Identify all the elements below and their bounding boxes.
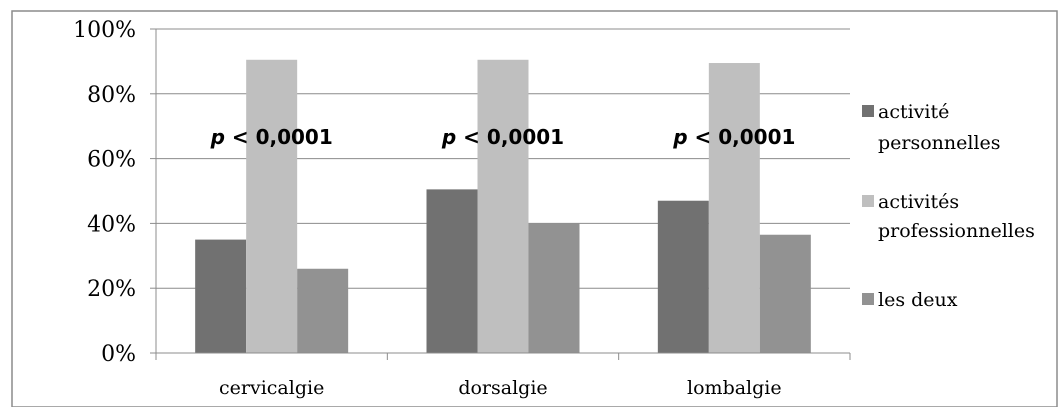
legend-label: activité (878, 101, 949, 123)
bar (426, 189, 478, 353)
legend-swatch (862, 105, 874, 117)
bar (195, 239, 247, 353)
legend-swatch (862, 195, 874, 207)
y-tick-label: 40% (87, 212, 136, 237)
bar (708, 63, 760, 354)
bar (477, 59, 529, 353)
bar (759, 234, 811, 353)
y-tick-label: 80% (87, 83, 136, 108)
bar (297, 268, 349, 353)
p-value-annotation: p < 0,0001 (441, 125, 564, 149)
legend-label: les deux (878, 289, 958, 311)
y-tick-label: 20% (87, 277, 136, 302)
p-value-annotation: p < 0,0001 (672, 125, 795, 149)
bar (246, 59, 298, 353)
legend-label: activités (878, 191, 959, 213)
x-tick-labels: cervicalgie dorsalgie lombalgie (219, 377, 782, 399)
legend-label: personnelles (878, 132, 1001, 154)
legend: activité personnelles activités professionn… (862, 101, 1035, 311)
y-tick-labels: 0% 20% 40% 60% 80% 100% (73, 18, 136, 367)
bar (528, 223, 580, 353)
x-tick-label: lombalgie (687, 377, 782, 399)
y-tick-label: 60% (87, 148, 136, 173)
x-tick-label: cervicalgie (219, 377, 324, 399)
p-value-annotation: p < 0,0001 (210, 125, 333, 149)
x-tick-label: dorsalgie (458, 377, 547, 399)
legend-label: professionnelles (878, 220, 1035, 242)
axes (150, 28, 851, 360)
bars (195, 59, 811, 354)
annotations: p < 0,0001 p < 0,0001 p < 0,0001 (210, 125, 796, 149)
bar (657, 200, 709, 353)
legend-swatch (862, 293, 874, 305)
y-tick-label: 100% (73, 18, 136, 43)
y-tick-label: 0% (101, 342, 136, 367)
